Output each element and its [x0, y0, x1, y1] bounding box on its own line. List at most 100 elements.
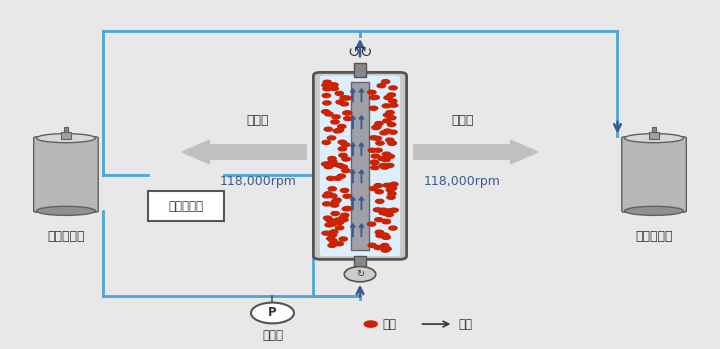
Circle shape — [340, 96, 348, 100]
Circle shape — [382, 220, 390, 224]
Circle shape — [389, 86, 397, 90]
Circle shape — [374, 208, 382, 212]
Circle shape — [374, 148, 382, 152]
Circle shape — [341, 188, 348, 192]
Circle shape — [325, 112, 333, 116]
Circle shape — [328, 233, 337, 237]
Circle shape — [327, 176, 335, 180]
Circle shape — [323, 80, 331, 84]
Circle shape — [322, 83, 330, 87]
Circle shape — [336, 128, 343, 132]
Circle shape — [383, 247, 391, 251]
Circle shape — [379, 208, 388, 212]
Circle shape — [328, 136, 336, 140]
Circle shape — [323, 94, 330, 98]
Circle shape — [377, 84, 385, 88]
Bar — [354, 64, 366, 76]
Circle shape — [371, 166, 379, 170]
Circle shape — [338, 125, 346, 128]
Circle shape — [342, 157, 350, 161]
Circle shape — [336, 100, 344, 104]
Circle shape — [374, 218, 383, 222]
Circle shape — [322, 140, 330, 144]
Circle shape — [330, 230, 338, 234]
Circle shape — [322, 110, 330, 114]
Text: 粒子: 粒子 — [382, 318, 396, 331]
Circle shape — [375, 230, 384, 234]
Circle shape — [251, 303, 294, 324]
Circle shape — [386, 154, 395, 158]
FancyArrow shape — [359, 143, 364, 156]
FancyArrow shape — [359, 196, 364, 210]
Circle shape — [369, 187, 378, 191]
Circle shape — [336, 163, 343, 168]
Circle shape — [388, 141, 396, 145]
FancyArrow shape — [359, 89, 364, 102]
FancyArrow shape — [182, 140, 306, 164]
Circle shape — [342, 169, 350, 173]
Bar — [351, 82, 369, 250]
Circle shape — [327, 237, 335, 240]
Circle shape — [374, 184, 382, 187]
Circle shape — [386, 188, 395, 192]
Circle shape — [330, 120, 339, 124]
FancyBboxPatch shape — [148, 191, 224, 221]
Circle shape — [339, 153, 347, 157]
Text: 遠心力: 遠心力 — [246, 114, 269, 127]
Circle shape — [343, 111, 351, 115]
Circle shape — [334, 218, 342, 222]
Ellipse shape — [37, 134, 95, 143]
Circle shape — [333, 129, 342, 133]
Circle shape — [367, 222, 376, 226]
Circle shape — [374, 246, 382, 250]
FancyArrow shape — [359, 170, 364, 183]
Circle shape — [373, 125, 381, 129]
Circle shape — [381, 244, 389, 247]
Circle shape — [390, 208, 398, 212]
Circle shape — [336, 221, 343, 224]
Circle shape — [322, 231, 330, 235]
Circle shape — [390, 103, 397, 107]
Circle shape — [335, 242, 343, 246]
Circle shape — [335, 91, 343, 95]
Circle shape — [331, 211, 339, 216]
Circle shape — [379, 164, 387, 168]
Circle shape — [332, 115, 341, 119]
Circle shape — [340, 102, 348, 106]
Circle shape — [386, 111, 395, 114]
Circle shape — [329, 239, 338, 243]
Circle shape — [381, 248, 390, 252]
Circle shape — [389, 99, 397, 103]
Circle shape — [389, 226, 397, 230]
Circle shape — [388, 192, 396, 196]
Circle shape — [337, 174, 346, 178]
Circle shape — [369, 96, 378, 100]
Circle shape — [340, 218, 348, 222]
Text: 送液タンク: 送液タンク — [48, 230, 85, 243]
Circle shape — [326, 161, 334, 165]
Circle shape — [379, 211, 387, 215]
Text: 送液ポンプ: 送液ポンプ — [168, 200, 204, 213]
Circle shape — [368, 148, 377, 152]
Circle shape — [338, 147, 346, 151]
Circle shape — [328, 159, 337, 164]
Circle shape — [339, 165, 348, 169]
Circle shape — [371, 95, 379, 99]
Circle shape — [336, 226, 343, 230]
Text: P: P — [268, 306, 276, 319]
Circle shape — [387, 122, 396, 126]
Circle shape — [383, 183, 392, 187]
Circle shape — [376, 199, 384, 203]
FancyArrow shape — [351, 143, 356, 156]
Circle shape — [343, 207, 352, 210]
Text: 圧力計: 圧力計 — [262, 328, 283, 342]
Circle shape — [333, 198, 341, 202]
Circle shape — [380, 131, 388, 135]
Circle shape — [341, 213, 348, 217]
Bar — [649, 132, 660, 139]
Circle shape — [382, 211, 390, 215]
Circle shape — [329, 231, 337, 235]
Circle shape — [328, 161, 337, 164]
FancyArrow shape — [414, 140, 538, 164]
Circle shape — [387, 93, 395, 97]
